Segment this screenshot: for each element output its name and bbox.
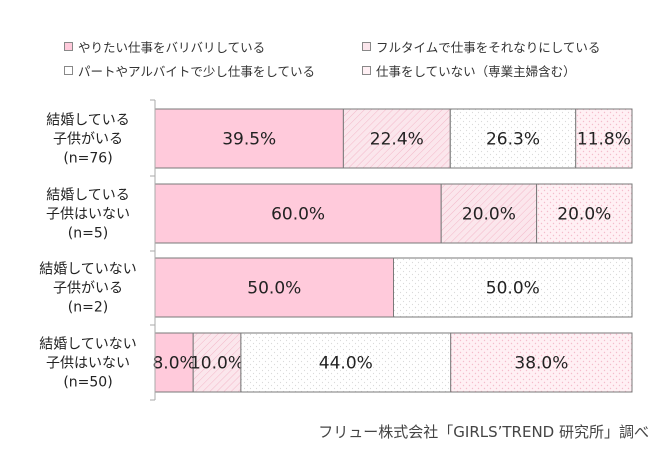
legend-label: やりたい仕事をバリバリしている <box>78 40 266 55</box>
data-label: 50.0% <box>486 279 540 299</box>
data-label: 20.0% <box>557 205 611 225</box>
bar-segment-not_working <box>575 108 633 169</box>
category-label: (n=5) <box>68 226 108 242</box>
legend-swatch <box>362 66 371 75</box>
category-label: (n=2) <box>68 300 108 316</box>
data-label: 11.8% <box>577 130 631 150</box>
legend-swatch <box>362 42 371 51</box>
legend-swatch <box>64 42 73 51</box>
data-label: 39.5% <box>222 130 276 150</box>
legend-item-work-light: パートやアルバイトで少し仕事をしている <box>64 61 315 80</box>
bar-segment-work_light <box>449 108 577 169</box>
data-label: 20.0% <box>462 205 516 225</box>
legend-swatch <box>64 66 73 75</box>
legend-item-not-working: 仕事をしていない（専業主婦含む） <box>362 61 576 80</box>
category-label: 結婚していない <box>39 262 137 278</box>
category-label: 子供はいない <box>46 356 130 372</box>
bar-segment-work_full <box>154 108 344 169</box>
bar-segment-work_full <box>154 332 194 393</box>
bar-segment-not_working <box>536 183 633 244</box>
bar-segment-work_moderate <box>440 183 538 244</box>
bar-segment-work_light <box>393 257 633 318</box>
legend-label: 仕事をしていない（専業主婦含む） <box>376 64 576 79</box>
legend-item-work-full: やりたい仕事をバリバリしている <box>64 37 265 56</box>
source-note: フリュー株式会社「GIRLS’TREND 研究所」調べ <box>318 423 649 441</box>
legend-label: パートやアルバイトで少し仕事をしている <box>78 64 316 79</box>
category-label: 子供がいる <box>53 132 123 148</box>
bar-segment-not_working <box>450 332 633 393</box>
category-label: 子供がいる <box>53 281 123 297</box>
data-label: 38.0% <box>514 354 568 374</box>
category-label: 子供はいない <box>46 207 130 223</box>
category-label: 結婚していない <box>39 337 137 353</box>
data-label: 44.0% <box>319 354 373 374</box>
data-label: 10.0% <box>190 354 244 374</box>
legend-item-work-moderate: フルタイムで仕事をそれなりにしている <box>362 37 600 56</box>
bar-segment-work_full <box>154 183 442 244</box>
category-label: 結婚している <box>46 113 130 129</box>
category-label: (n=76) <box>63 151 112 167</box>
data-label: 60.0% <box>271 205 325 225</box>
legend-label: フルタイムで仕事をそれなりにしている <box>376 40 601 55</box>
data-label: 50.0% <box>247 279 301 299</box>
category-label: 結婚している <box>46 188 130 204</box>
data-label: 26.3% <box>486 130 540 150</box>
category-label: (n=50) <box>63 375 112 391</box>
bar-segment-work_moderate <box>192 332 242 393</box>
bar-segment-work_moderate <box>342 108 451 169</box>
data-label: 8.0% <box>152 354 195 374</box>
data-label: 22.4% <box>370 130 424 150</box>
bar-segment-work_light <box>240 332 452 393</box>
bars-group: 39.5% 22.4% 26.3% 11.8% 60.0% 20.0% 20.0% 50.0%… <box>152 108 633 393</box>
